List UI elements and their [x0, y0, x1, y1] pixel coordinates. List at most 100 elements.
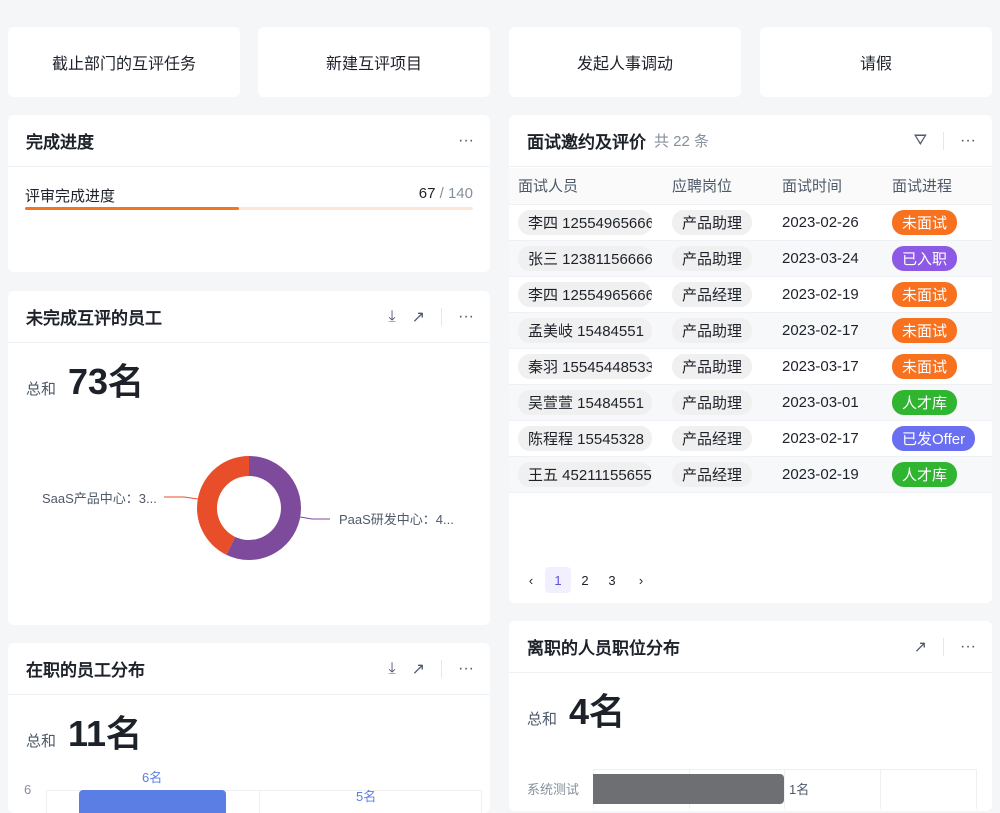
external-link-icon[interactable]: ↗ [913, 639, 928, 656]
person-chip: 李四 12554965666 [518, 209, 652, 235]
card-header: 完成进度 [8, 115, 490, 167]
interview-time: 2023-03-17 [773, 348, 883, 385]
progress-card: 完成进度 ··· 评审完成进度 67 / 140 [8, 115, 490, 272]
table-row[interactable]: 吴萱萱 15484551 产品助理 2023-03-01 人才库 [509, 384, 992, 421]
quick-action-3[interactable]: 请假 [760, 27, 992, 97]
bar-0 [79, 790, 226, 813]
more-icon[interactable]: ··· [458, 308, 474, 325]
table-row[interactable]: 陈程程 15545328 产品经理 2023-02-17 已发Offer [509, 420, 992, 457]
external-link-icon[interactable]: ↗ [411, 309, 426, 326]
leader-line-saas [164, 496, 199, 500]
interview-table: 面试人员 应聘岗位 面试时间 面试进程 李四 12554965666 产品助理 202… [509, 168, 992, 493]
status-badge: 已入职 [892, 245, 958, 271]
prev-page-button[interactable]: ‹ [528, 572, 534, 588]
total-value: 4名 [569, 691, 626, 732]
active-staff-card: 在职的员工分布 ⤓ ↗ ··· 总和 11名 6 6名 5名 [8, 643, 490, 813]
donut-chart: SaaS产品中心：3... PaaS研发中心：4... [42, 456, 454, 560]
progress-value: 67 / 140 [418, 185, 473, 202]
person-chip: 王五 45211155655 [518, 461, 652, 487]
interview-time: 2023-02-26 [773, 204, 883, 241]
status-badge: 人才库 [892, 461, 958, 487]
card-title: 完成进度 [26, 133, 94, 152]
position-chip: 产品助理 [672, 245, 753, 271]
category-label: 系统测试 [527, 782, 580, 797]
progress-bar [25, 207, 473, 210]
status-badge: 未面试 [892, 281, 958, 307]
more-icon[interactable]: ··· [960, 638, 976, 655]
card-header: 未完成互评的员工 [8, 291, 490, 343]
page-1[interactable]: 1 [545, 567, 571, 593]
pending-review-card: 未完成互评的员工 ⤓ ↗ ··· 总和 73名 SaaS产品中心：3... PaaS研… [8, 291, 490, 625]
more-icon[interactable]: ··· [960, 132, 976, 149]
bar-label-0: 6名 [142, 770, 163, 785]
quick-action-1[interactable]: 新建互评项目 [258, 27, 490, 97]
bar-label-1: 5名 [356, 789, 377, 804]
person-chip: 陈程程 15545328 [518, 425, 652, 451]
progress-label: 评审完成进度 [25, 188, 116, 205]
table-row[interactable]: 孟美岐 15484551 产品助理 2023-02-17 未面试 [509, 312, 992, 349]
column-header: 应聘岗位 [663, 168, 773, 205]
position-chip: 产品经理 [672, 281, 753, 307]
external-link-icon[interactable]: ↗ [411, 661, 426, 678]
card-header: 离职的人员职位分布 [509, 621, 992, 673]
status-badge: 未面试 [892, 353, 958, 379]
resigned-card: 离职的人员职位分布 ↗ ··· 总和 4名 系统测试 1名 [509, 621, 992, 811]
bar-label-0: 1名 [789, 782, 810, 797]
position-chip: 产品助理 [672, 317, 753, 343]
total-label: 总和 [527, 711, 558, 728]
status-badge: 未面试 [892, 317, 958, 343]
download-icon[interactable]: ⤓ [388, 308, 396, 325]
interview-time: 2023-03-01 [773, 384, 883, 421]
person-chip: 张三 12381156666 [518, 245, 652, 271]
total-value: 73名 [68, 361, 145, 402]
y-tick: 6 [24, 782, 32, 797]
table-row[interactable]: 秦羽 15545448533 产品助理 2023-03-17 未面试 [509, 348, 992, 385]
table-row[interactable]: 王五 45211155655 产品经理 2023-02-19 人才库 [509, 456, 992, 493]
column-header: 面试进程 [883, 168, 992, 205]
interview-time: 2023-02-17 [773, 420, 883, 457]
page-3[interactable]: 3 [608, 572, 616, 588]
download-icon[interactable]: ⤓ [388, 660, 396, 677]
total-label: 总和 [26, 381, 57, 398]
card-header: 面试邀约及评价共 22 条 [509, 115, 992, 167]
interview-card: 面试邀约及评价共 22 条 ⛛ ··· 面试人员 应聘岗位 面试时间 面试进程 李四 1… [509, 115, 992, 603]
column-header: 面试人员 [509, 168, 663, 205]
card-title: 面试邀约及评价 [527, 133, 646, 152]
leader-line-paas [299, 516, 330, 520]
total-label: 总和 [26, 733, 57, 750]
table-row[interactable]: 张三 12381156666 产品助理 2023-03-24 已入职 [509, 240, 992, 277]
position-chip: 产品经理 [672, 425, 753, 451]
quick-action-0[interactable]: 截止部门的互评任务 [8, 27, 240, 97]
position-chip: 产品助理 [672, 209, 753, 235]
donut-label-saas: SaaS产品中心：3... [42, 491, 157, 506]
more-icon[interactable]: ··· [458, 660, 474, 677]
donut-slice-0 [226, 456, 301, 560]
status-badge: 已发Offer [892, 425, 976, 451]
record-count: 共 22 条 [654, 133, 710, 150]
more-icon[interactable]: ··· [458, 132, 474, 149]
table-row[interactable]: 李四 12554965666 产品助理 2023-02-26 未面试 [509, 204, 992, 241]
donut-label-paas: PaaS研发中心：4... [339, 512, 454, 527]
person-chip: 秦羽 15545448533 [518, 353, 652, 379]
total-value: 11名 [68, 713, 143, 754]
card-title: 离职的人员职位分布 [527, 639, 680, 658]
card-header: 在职的员工分布 [8, 643, 490, 695]
quick-action-2[interactable]: 发起人事调动 [509, 27, 741, 97]
next-page-button[interactable]: › [638, 572, 644, 588]
interview-time: 2023-02-19 [773, 276, 883, 313]
position-chip: 产品助理 [672, 353, 753, 379]
person-chip: 李四 12554965666 [518, 281, 652, 307]
status-badge: 人才库 [892, 389, 958, 415]
page-2[interactable]: 2 [581, 572, 589, 588]
donut-slice-1 [196, 456, 249, 555]
position-chip: 产品助理 [672, 389, 753, 415]
interview-time: 2023-02-17 [773, 312, 883, 349]
bar-0 [593, 774, 784, 804]
card-title: 未完成互评的员工 [26, 309, 162, 328]
filter-icon[interactable]: ⛛ [913, 132, 928, 149]
card-title: 在职的员工分布 [26, 661, 145, 680]
person-chip: 吴萱萱 15484551 [518, 389, 652, 415]
status-badge: 未面试 [892, 209, 958, 235]
table-row[interactable]: 李四 12554965666 产品经理 2023-02-19 未面试 [509, 276, 992, 313]
column-header: 面试时间 [773, 168, 883, 205]
